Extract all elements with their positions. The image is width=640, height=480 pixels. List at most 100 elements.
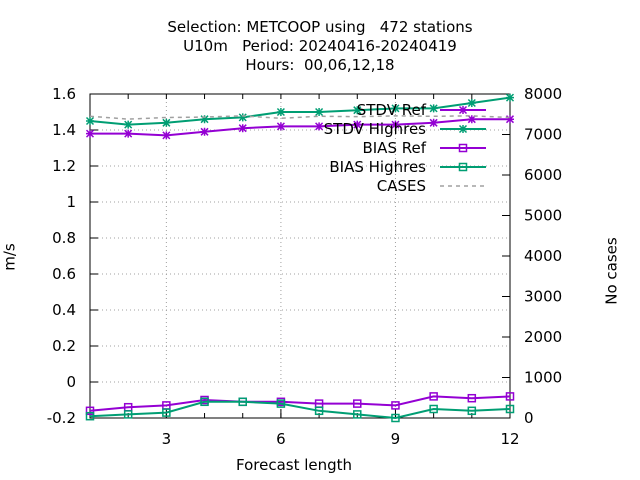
star-marker [353,106,362,115]
y2-tick-label: 1000 [524,369,562,387]
series-stdv-ref [85,115,515,140]
y-tick-label: 0.8 [52,229,76,247]
y2-tick-label: 7000 [524,126,562,144]
x-tick-label: 12 [500,430,519,448]
star-marker [391,120,400,129]
star-marker [467,98,476,108]
square-marker [238,397,247,407]
y2-tick-label: 4000 [524,247,562,265]
series-line-stdv-highres [89,96,511,126]
star-marker [467,115,476,124]
square-marker [123,410,133,419]
legend-label: STDV Ref [357,101,427,119]
x-tick-label: 9 [391,430,401,448]
legend-label: BIAS Highres [329,158,426,176]
y-tick-label: -0.2 [47,409,76,427]
series-line-cases [89,115,511,120]
y-tick-label: 1.4 [52,121,76,139]
star-marker [505,115,515,124]
series-cases [89,115,511,120]
y-axis-label: m/s [0,243,19,271]
plot-frame [89,93,511,419]
y2-tick-label: 3000 [524,288,562,306]
chart-title-line-1: Selection: METCOOP using 472 stations [167,18,473,36]
y2-tick-label: 2000 [524,328,562,346]
square-marker [429,404,438,414]
legend-item-cases: CASES [377,177,486,195]
legend-item-stdv-highres: STDV Highres [324,120,486,138]
star-marker [315,107,324,117]
y2-tick-label: 0 [524,409,534,427]
square-marker [276,399,286,408]
y-tick-label: 0.4 [52,301,76,319]
square-marker [467,406,477,416]
star-marker [162,131,171,140]
square-marker [353,399,362,408]
star-marker [124,129,133,138]
series-bias-ref [85,392,515,416]
star-marker [85,116,95,126]
x-tick-label: 6 [276,430,286,448]
series-line-bias-ref [89,395,511,412]
star-marker [353,120,362,129]
y-tick-label: 0.2 [52,337,76,355]
square-marker [391,413,400,423]
star-marker [276,122,285,131]
square-marker [314,406,324,416]
square-marker [458,162,468,172]
legend-label: BIAS Ref [362,139,426,157]
y2-tick-label: 5000 [524,207,562,225]
axis-ticks: -0.2 0 0.2 0.4 0.6 0.8 1 1.2 1.4 1.6 0 1000 2000 3000… [47,85,562,448]
square-marker [458,143,468,153]
star-marker [315,122,324,131]
star-marker [505,93,515,102]
square-marker [85,406,95,416]
legend-item-bias-ref: BIAS Ref [362,139,486,157]
star-marker [238,113,247,122]
star-marker [276,107,285,117]
legend-label: STDV Highres [324,120,427,138]
star-marker [429,118,438,127]
x-axis-label: Forecast length [236,456,353,474]
star-marker [124,120,133,129]
star-marker [391,104,400,113]
star-marker [458,105,468,115]
square-marker [85,411,95,421]
square-marker [505,392,515,401]
y2-tick-label: 6000 [524,166,562,184]
star-marker [238,124,247,133]
square-marker [467,393,477,403]
legend-label: CASES [377,177,426,195]
star-marker [200,127,209,136]
legend-item-bias-highres: BIAS Highres [329,158,486,176]
square-marker [353,410,362,419]
star-marker [85,129,95,138]
star-marker [200,115,209,124]
grid [90,94,510,418]
square-marker [505,404,515,414]
square-marker [391,401,400,410]
chart-title-line-3: Hours: 00,06,12,18 [245,56,395,74]
y2-tick-label: 8000 [524,85,562,103]
y-tick-label: 1.2 [52,157,76,175]
square-marker [429,392,438,401]
y-tick-label: 0 [66,373,76,391]
series-line-stdv-ref [90,118,510,137]
y-tick-label: 0.6 [52,265,76,283]
series-line-bias-highres [89,400,511,420]
square-marker [162,408,171,417]
y-tick-label: 1.6 [52,85,76,103]
x-tick-label: 3 [162,430,172,448]
series-bias-highres [85,397,515,423]
square-marker [200,397,209,407]
series-stdv-highres [85,93,515,129]
series-group [85,93,515,423]
legend-item-stdv-ref: STDV Ref [357,101,486,119]
star-marker [162,118,171,127]
plot-border [89,93,511,419]
y2-axis-label: No cases [602,237,621,305]
chart-title-line-2: U10m Period: 20240416-20240419 [183,37,457,55]
star-marker [458,124,468,134]
